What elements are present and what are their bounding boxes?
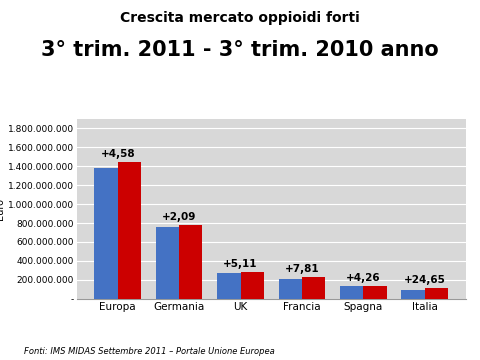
Text: +2,09: +2,09 [162,212,196,222]
Bar [425,288,448,299]
Text: Crescita mercato oppioidi forti: Crescita mercato oppioidi forti [120,11,360,25]
Bar [363,286,386,299]
Bar [240,272,264,299]
Text: +5,11: +5,11 [223,258,258,269]
Bar [302,277,325,299]
Bar [340,287,363,299]
Bar [401,290,425,299]
Bar [118,162,141,299]
Y-axis label: Euro: Euro [0,198,5,220]
Text: +4,26: +4,26 [346,273,381,283]
Bar [156,227,179,299]
Text: Fonti: IMS MIDAS Settembre 2011 – Portale Unione Europea: Fonti: IMS MIDAS Settembre 2011 – Portal… [24,347,275,356]
Text: 3° trim. 2011 - 3° trim. 2010 anno: 3° trim. 2011 - 3° trim. 2010 anno [41,40,439,60]
Bar [217,273,240,299]
Text: +7,81: +7,81 [285,264,319,274]
Text: +24,65: +24,65 [404,275,445,285]
Bar [179,225,203,299]
Bar [278,279,302,299]
Bar [95,168,118,299]
Text: +4,58: +4,58 [100,149,135,159]
